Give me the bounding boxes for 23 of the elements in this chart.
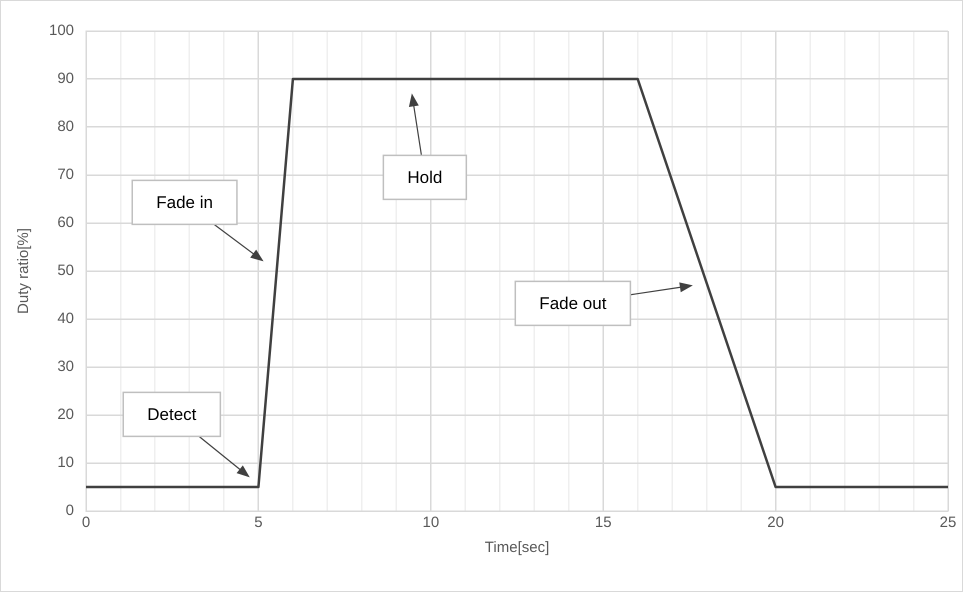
y-tick-label: 40 (57, 310, 74, 328)
y-tick-label: 70 (57, 166, 74, 184)
x-axis-title: Time[sec] (484, 539, 550, 556)
annotation: Detect (147, 405, 197, 424)
y-tick-label: 50 (57, 262, 74, 280)
y-tick-label: 100 (48, 22, 74, 40)
annotation: Hold (407, 168, 442, 188)
x-tick-label: 10 (422, 514, 440, 532)
y-tick-label: 60 (57, 214, 74, 232)
annotation: Fade out (539, 294, 607, 314)
y-tick-label: 10 (57, 454, 74, 472)
y-tick-label: 90 (57, 70, 74, 88)
y-tick-label: 0 (66, 502, 74, 520)
y-axis-title: Duty ratio[%] (15, 228, 32, 314)
y-tick-label: 20 (57, 406, 74, 424)
y-tick-label: 30 (57, 358, 74, 376)
x-tick-label: 20 (767, 514, 784, 532)
annotation: Fade in (156, 193, 213, 212)
y-tick-label: 80 (57, 118, 74, 136)
x-tick-label: 25 (940, 514, 956, 532)
x-tick-label: 5 (254, 514, 263, 532)
x-tick-label: 15 (594, 514, 612, 532)
x-tick-label: 0 (82, 514, 90, 532)
